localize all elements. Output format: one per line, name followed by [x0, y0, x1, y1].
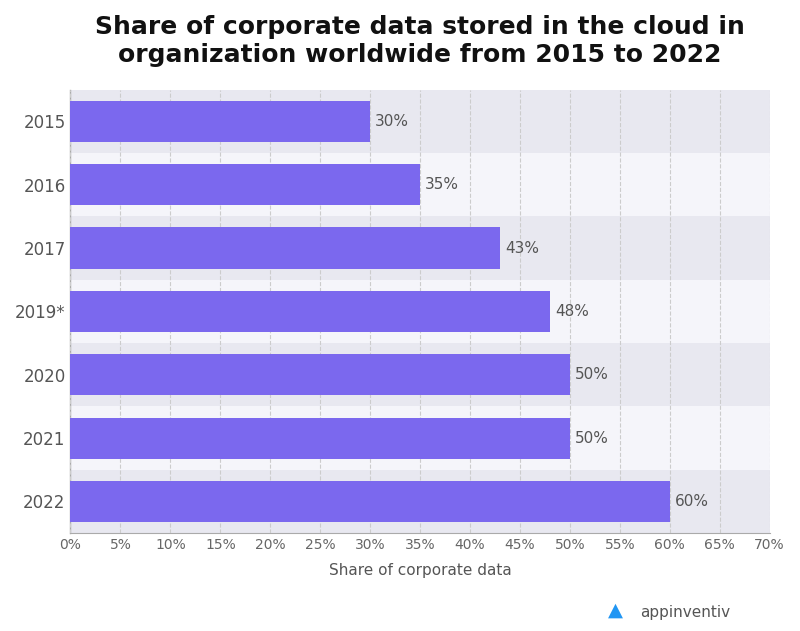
Text: 60%: 60% [674, 494, 709, 509]
Text: 43%: 43% [505, 240, 539, 256]
Bar [70, 470, 770, 533]
Bar [70, 153, 770, 216]
X-axis label: Share of corporate data: Share of corporate data [329, 563, 511, 578]
Bar [70, 90, 770, 153]
Bar [70, 291, 550, 332]
Bar [70, 354, 570, 396]
Text: appinventiv: appinventiv [640, 604, 730, 620]
Bar [70, 280, 770, 343]
Bar [70, 227, 500, 269]
Bar [70, 343, 770, 406]
Bar [70, 216, 770, 280]
Text: 50%: 50% [575, 430, 609, 445]
Bar [70, 164, 420, 205]
Bar [70, 406, 770, 470]
Text: 30%: 30% [375, 114, 409, 129]
Text: 50%: 50% [575, 367, 609, 382]
Bar [70, 418, 570, 459]
Text: 48%: 48% [555, 304, 589, 319]
Title: Share of corporate data stored in the cloud in
organization worldwide from 2015 : Share of corporate data stored in the cl… [95, 15, 745, 67]
Text: ▲: ▲ [608, 601, 623, 620]
Text: 35%: 35% [425, 177, 459, 192]
Bar [70, 481, 670, 522]
Bar [70, 101, 370, 142]
